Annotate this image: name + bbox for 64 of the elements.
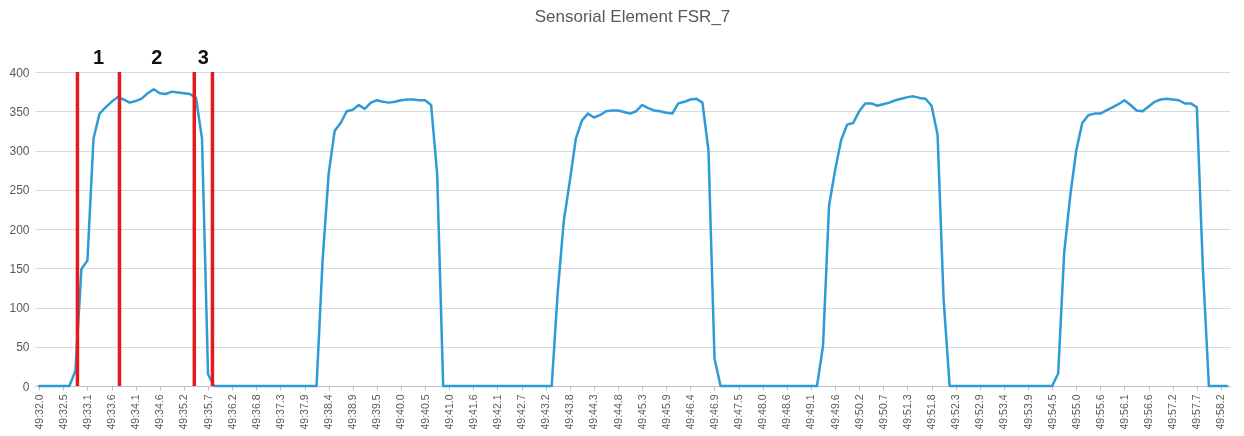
x-tick-label: 49:42.1 bbox=[490, 394, 503, 430]
x-tick-label: 49:34.1 bbox=[129, 394, 142, 430]
x-tick-label: 49:55.6 bbox=[1093, 394, 1106, 430]
x-tick-label: 49:36.8 bbox=[249, 394, 262, 430]
x-tick-label: 49:32.5 bbox=[56, 394, 69, 430]
x-tick-label: 49:43.8 bbox=[563, 394, 576, 430]
x-tick-label: 49:57.2 bbox=[1166, 394, 1179, 430]
x-tick-label: 49:44.3 bbox=[587, 394, 600, 430]
x-tick-label: 49:48.0 bbox=[756, 394, 769, 430]
x-tick-label: 49:40.5 bbox=[418, 394, 431, 430]
y-tick-label: 250 bbox=[9, 183, 30, 198]
x-tick-label: 49:52.9 bbox=[973, 394, 986, 430]
x-tick-label: 49:50.7 bbox=[876, 394, 889, 430]
x-tick-label: 49:34.6 bbox=[153, 394, 166, 430]
x-tick-label: 49:49.1 bbox=[804, 394, 817, 430]
x-tick-label: 49:44.8 bbox=[611, 394, 624, 430]
x-tick-label: 49:45.9 bbox=[659, 394, 672, 430]
x-tick-label: 49:53.4 bbox=[997, 394, 1010, 430]
x-tick-label: 49:51.3 bbox=[900, 394, 913, 430]
x-tick-label: 49:38.4 bbox=[322, 394, 335, 430]
x-tick-label: 49:41.6 bbox=[466, 394, 479, 430]
x-tick-label: 49:55.0 bbox=[1069, 394, 1082, 430]
x-tick-label: 49:51.8 bbox=[925, 394, 938, 430]
x-tick-label: 49:54.5 bbox=[1045, 394, 1058, 430]
x-tick-label: 49:46.9 bbox=[708, 394, 720, 430]
text: 1 bbox=[92, 46, 105, 68]
x-tick-label: 49:57.7 bbox=[1190, 394, 1203, 430]
y-tick-label: 400 bbox=[9, 65, 30, 80]
y-tick-label: 50 bbox=[16, 340, 30, 355]
x-tick-label: 49:33.1 bbox=[80, 394, 93, 430]
y-tick-label: 350 bbox=[9, 104, 30, 119]
x-tick-label: 49:53.9 bbox=[1021, 394, 1034, 430]
x-tick-label: 49:46.4 bbox=[683, 394, 696, 430]
y-tick-label: 150 bbox=[9, 261, 30, 276]
x-tick-label: 49:38.9 bbox=[346, 394, 359, 430]
y-tick-label: 0 bbox=[22, 379, 30, 394]
x-tick-label: 49:56.1 bbox=[1117, 394, 1130, 430]
text: 2 bbox=[151, 46, 163, 68]
x-tick-label: 49:37.9 bbox=[298, 394, 311, 430]
x-tick-label: 49:33.6 bbox=[105, 394, 118, 430]
x-tick-label: 49:48.6 bbox=[780, 394, 793, 430]
x-tick-label: 49:58.2 bbox=[1214, 394, 1227, 430]
y-tick-label: 300 bbox=[9, 144, 30, 158]
text: 3 bbox=[197, 46, 209, 68]
x-tick-label: 49:50.2 bbox=[852, 394, 865, 430]
x-tick-label: 49:40.0 bbox=[394, 394, 407, 430]
x-tick-label: 49:39.5 bbox=[370, 394, 383, 430]
chart-title: Sensorial Element FSR_7 bbox=[534, 7, 731, 26]
x-tick-label: 49:56.6 bbox=[1142, 394, 1155, 430]
x-tick-label: 49:47.5 bbox=[732, 394, 745, 430]
x-tick-label: 49:49.6 bbox=[828, 394, 841, 430]
x-tick-label: 49:42.7 bbox=[515, 394, 528, 430]
x-tick-label: 49:37.3 bbox=[273, 394, 286, 430]
x-tick-label: 49:32.0 bbox=[32, 394, 45, 430]
x-tick-label: 49:35.7 bbox=[201, 394, 214, 430]
y-tick-label: 100 bbox=[9, 301, 30, 315]
x-tick-label: 49:43.2 bbox=[539, 394, 552, 430]
x-tick-label: 49:45.3 bbox=[635, 394, 648, 430]
x-tick-label: 49:36.2 bbox=[225, 394, 238, 430]
x-tick-label: 49:35.2 bbox=[177, 394, 190, 430]
line-series bbox=[37, 88, 1229, 388]
y-tick-label: 200 bbox=[9, 222, 30, 237]
x-tick-label: 49:52.3 bbox=[949, 394, 962, 430]
x-tick-label: 49:41.0 bbox=[442, 394, 455, 430]
